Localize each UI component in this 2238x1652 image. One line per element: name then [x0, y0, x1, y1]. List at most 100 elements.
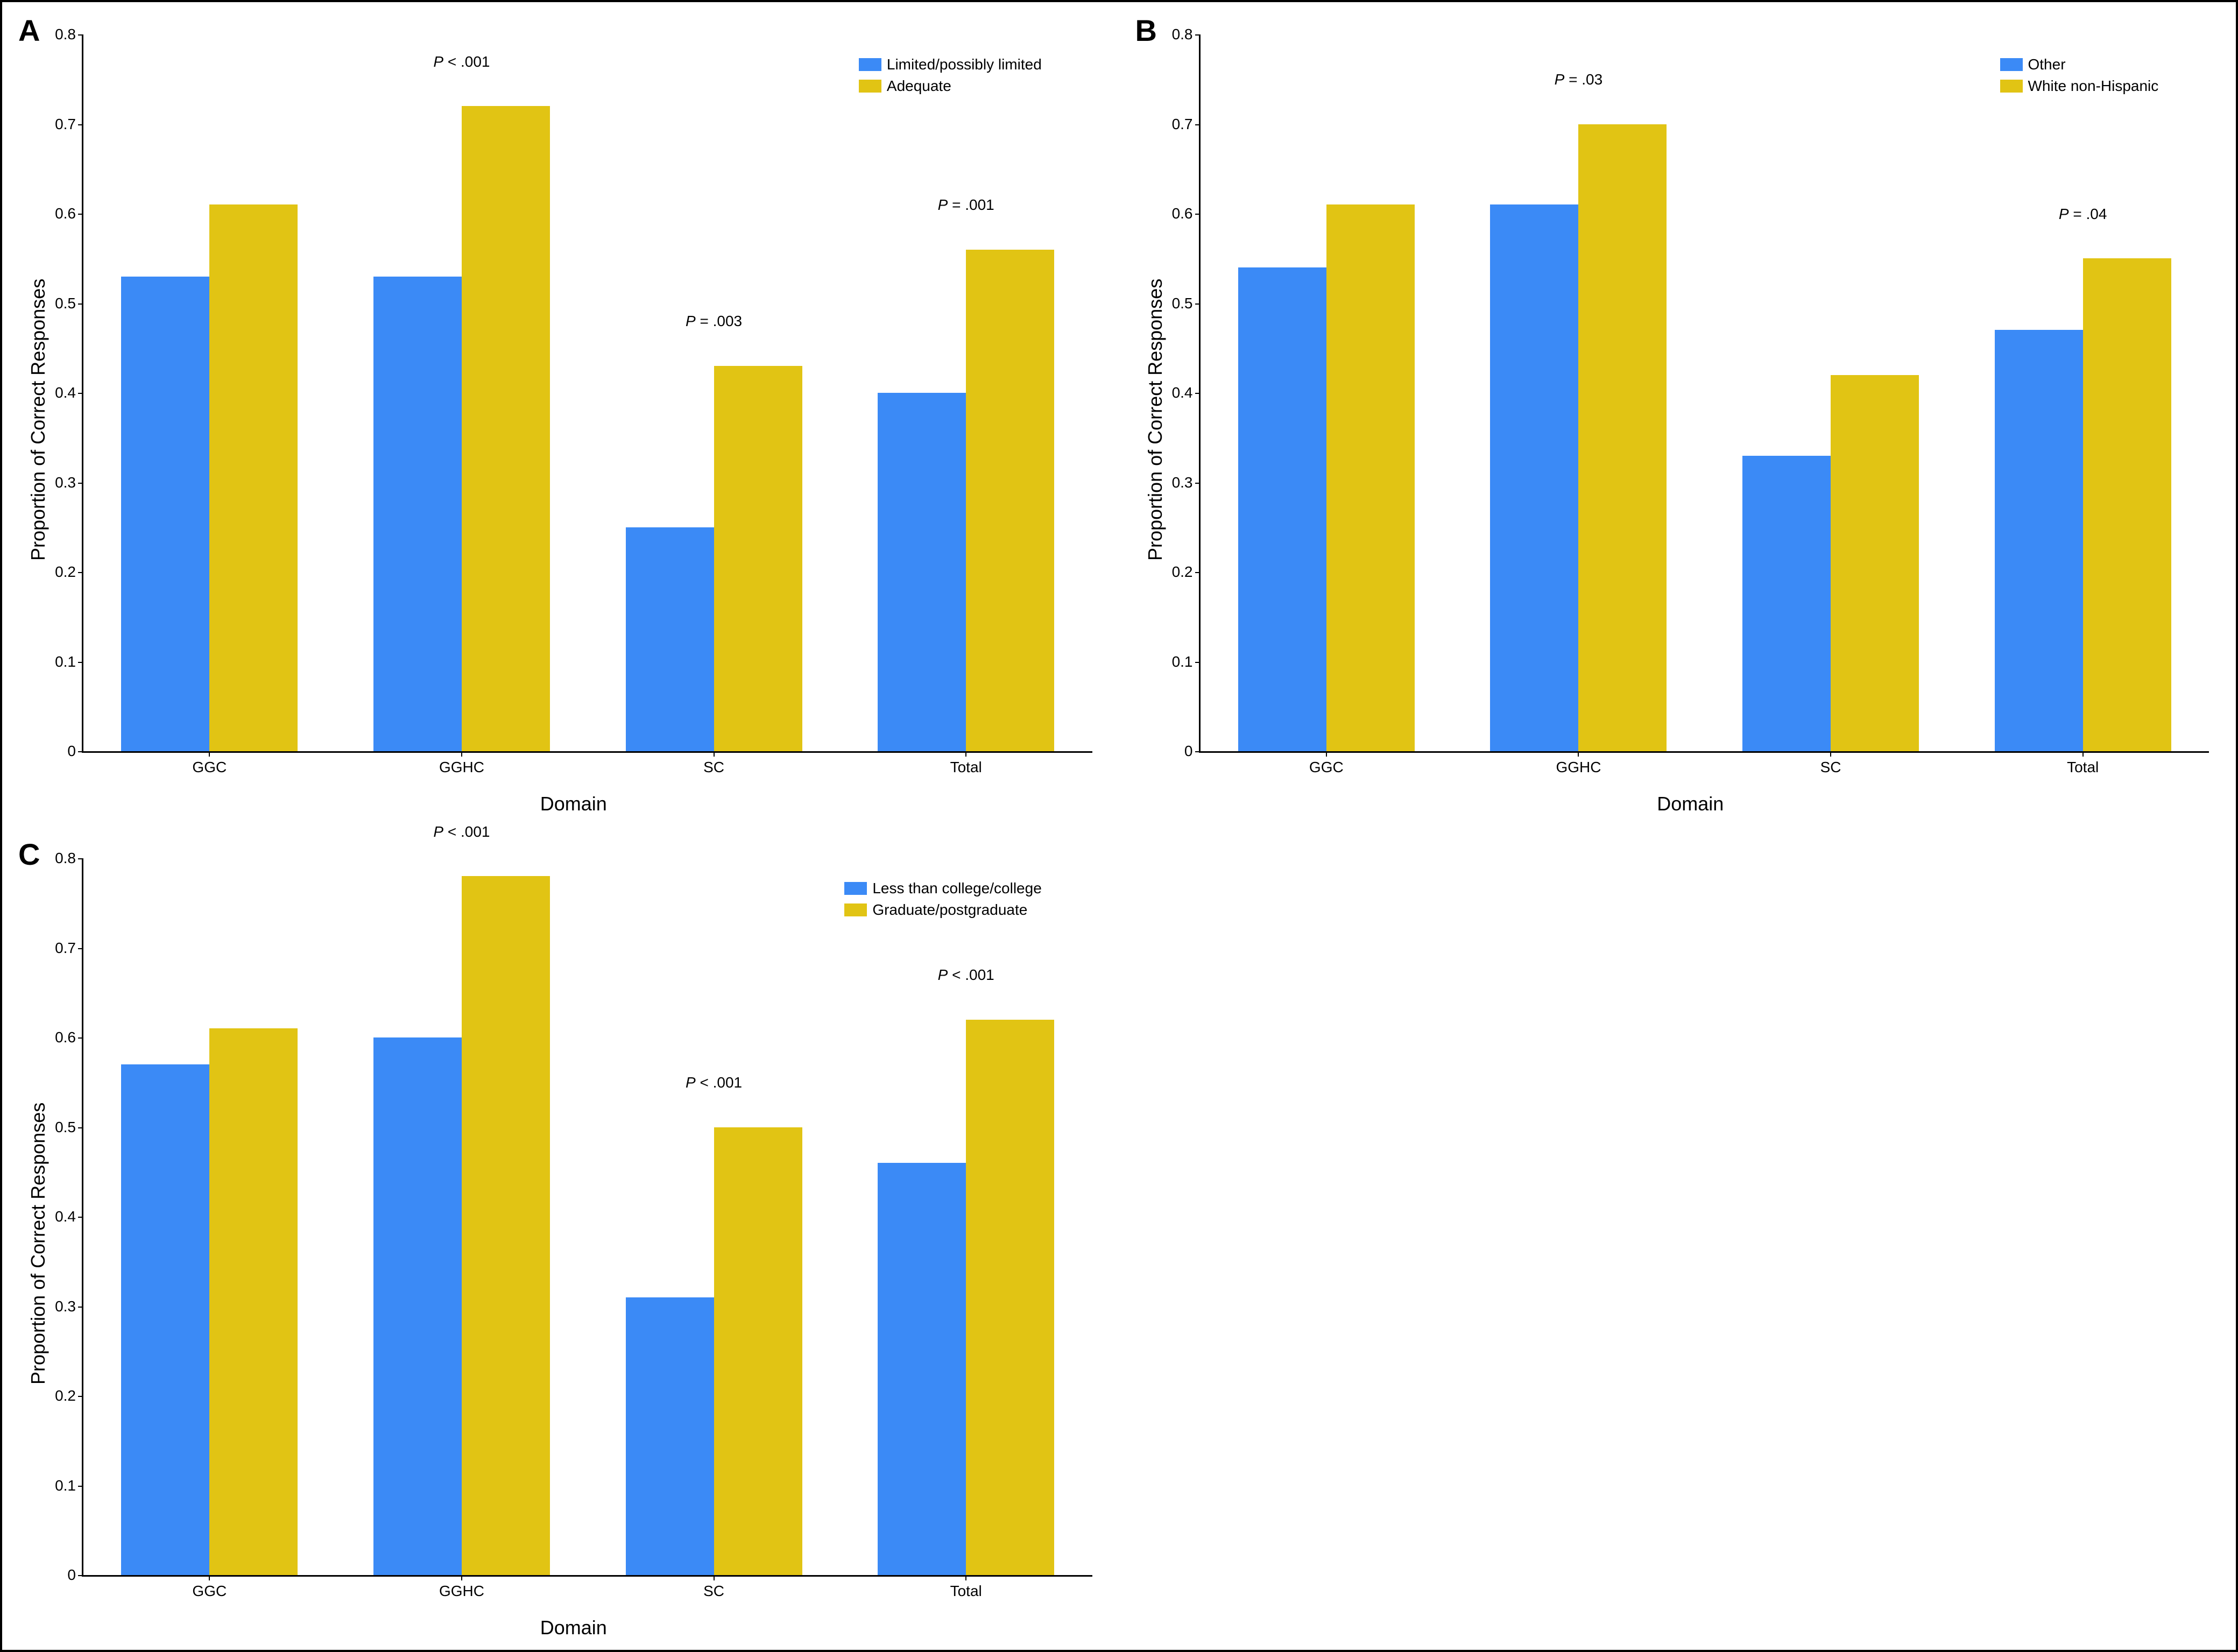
- x-tick-label: GGHC: [439, 1575, 484, 1600]
- x-tick-label: SC: [703, 751, 724, 776]
- x-tick-label: GGC: [1309, 751, 1344, 776]
- bar-series2: [209, 204, 298, 751]
- legend-swatch: [844, 882, 867, 895]
- y-tick-label: 0.2: [55, 563, 83, 581]
- legend-swatch: [2000, 80, 2023, 93]
- panel-A: AProportion of Correct Responses00.10.20…: [2, 2, 1119, 826]
- legend-item: Other: [2000, 56, 2159, 73]
- p-value-annotation: P = .003: [686, 313, 742, 330]
- legend-item: Limited/possibly limited: [859, 56, 1042, 73]
- y-tick-label: 0.2: [1172, 563, 1201, 581]
- legend-swatch: [859, 58, 881, 71]
- bar-series1: [121, 1064, 209, 1575]
- bar-series2: [1326, 204, 1415, 751]
- bar-series1: [1490, 204, 1578, 751]
- legend-swatch: [844, 903, 867, 916]
- legend-item: Adequate: [859, 77, 1042, 95]
- plot-column: 00.10.20.30.40.50.60.70.8GGCGGHCSCTotalP…: [1167, 24, 2215, 815]
- y-tick-label: 0: [67, 743, 83, 760]
- x-tick-label: Total: [2067, 751, 2099, 776]
- legend-swatch: [859, 80, 881, 93]
- bar-series2: [714, 1127, 802, 1576]
- y-tick-label: 0.4: [55, 384, 83, 401]
- p-value-annotation: P < .001: [433, 823, 490, 841]
- p-value-annotation: P < .001: [938, 966, 994, 984]
- y-tick-label: 0: [67, 1566, 83, 1584]
- y-tick-label: 0.6: [55, 1029, 83, 1046]
- panel-empty: [1119, 826, 2236, 1650]
- legend: Other White non-Hispanic: [2000, 56, 2159, 95]
- bar-series2: [462, 106, 550, 751]
- plot-area: 00.10.20.30.40.50.60.70.8GGCGGHCSCTotalP…: [50, 24, 1098, 769]
- axes: 00.10.20.30.40.50.60.70.8GGCGGHCSCTotalP…: [82, 34, 1092, 753]
- panel-B: BProportion of Correct Responses00.10.20…: [1119, 2, 2236, 826]
- y-tick-label: 0.2: [55, 1387, 83, 1404]
- chart-wrap: Proportion of Correct Responses00.10.20.…: [24, 24, 1098, 815]
- y-tick-label: 0.3: [1172, 474, 1201, 491]
- legend-item: White non-Hispanic: [2000, 77, 2159, 95]
- legend-swatch: [2000, 58, 2023, 71]
- panel-C: CProportion of Correct Responses00.10.20…: [2, 826, 1119, 1650]
- y-tick-label: 0.5: [1172, 295, 1201, 312]
- y-tick-label: 0.7: [1172, 116, 1201, 133]
- y-axis-label: Proportion of Correct Responses: [1141, 24, 1167, 815]
- y-tick-label: 0.7: [55, 116, 83, 133]
- legend-item: Graduate/postgraduate: [844, 901, 1041, 919]
- y-axis-label: Proportion of Correct Responses: [24, 848, 50, 1639]
- chart-wrap: Proportion of Correct Responses00.10.20.…: [24, 848, 1098, 1639]
- p-value-annotation: P = .001: [938, 196, 994, 214]
- bar-series1: [878, 393, 966, 751]
- x-tick-label: GGHC: [439, 751, 484, 776]
- bar-series2: [966, 250, 1054, 751]
- p-value-annotation: P = .03: [1555, 71, 1603, 88]
- bar-series1: [626, 1297, 714, 1575]
- legend-label: Other: [2028, 56, 2066, 73]
- y-tick-label: 0.6: [55, 205, 83, 222]
- y-tick-label: 0.8: [1172, 26, 1201, 43]
- plot-area: 00.10.20.30.40.50.60.70.8GGCGGHCSCTotalP…: [50, 848, 1098, 1593]
- legend-label: Adequate: [887, 77, 951, 95]
- p-value-annotation: P < .001: [686, 1074, 742, 1091]
- x-tick-label: GGC: [192, 751, 227, 776]
- plot-area: 00.10.20.30.40.50.60.70.8GGCGGHCSCTotalP…: [1167, 24, 2215, 769]
- bar-series2: [209, 1028, 298, 1575]
- p-value-annotation: P < .001: [433, 53, 490, 70]
- x-tick-label: SC: [1820, 751, 1841, 776]
- plot-column: 00.10.20.30.40.50.60.70.8GGCGGHCSCTotalP…: [50, 848, 1098, 1639]
- bar-series2: [714, 366, 802, 751]
- y-tick-label: 0.8: [55, 26, 83, 43]
- y-tick-label: 0: [1184, 743, 1201, 760]
- bar-series1: [1995, 330, 2083, 751]
- bar-series1: [373, 1037, 462, 1575]
- axes: 00.10.20.30.40.50.60.70.8GGCGGHCSCTotalP…: [1199, 34, 2209, 753]
- bar-series2: [2083, 258, 2171, 751]
- y-tick-label: 0.5: [55, 1119, 83, 1136]
- legend: Less than college/college Graduate/postgr…: [844, 880, 1041, 919]
- y-tick-label: 0.4: [55, 1208, 83, 1225]
- bar-series1: [626, 527, 714, 751]
- y-tick-label: 0.6: [1172, 205, 1201, 222]
- legend-label: Graduate/postgraduate: [872, 901, 1027, 919]
- x-tick-label: GGC: [192, 1575, 227, 1600]
- y-tick-label: 0.1: [55, 653, 83, 670]
- legend-label: Limited/possibly limited: [887, 56, 1042, 73]
- x-tick-label: Total: [950, 751, 982, 776]
- y-tick-label: 0.3: [55, 1298, 83, 1315]
- legend: Limited/possibly limited Adequate: [859, 56, 1042, 95]
- p-value-annotation: P = .04: [2059, 206, 2107, 223]
- axes: 00.10.20.30.40.50.60.70.8GGCGGHCSCTotalP…: [82, 858, 1092, 1577]
- bar-series2: [462, 876, 550, 1575]
- x-tick-label: GGHC: [1556, 751, 1601, 776]
- legend-item: Less than college/college: [844, 880, 1041, 897]
- x-tick-label: Total: [950, 1575, 982, 1600]
- y-tick-label: 0.8: [55, 850, 83, 867]
- legend-label: White non-Hispanic: [2028, 77, 2159, 95]
- bar-series2: [1578, 124, 1667, 752]
- y-axis-label: Proportion of Correct Responses: [24, 24, 50, 815]
- plot-column: 00.10.20.30.40.50.60.70.8GGCGGHCSCTotalP…: [50, 24, 1098, 815]
- bar-series1: [1742, 456, 1831, 751]
- y-tick-label: 0.4: [1172, 384, 1201, 401]
- y-tick-label: 0.1: [55, 1477, 83, 1494]
- bar-series2: [1831, 375, 1919, 751]
- y-tick-label: 0.7: [55, 940, 83, 957]
